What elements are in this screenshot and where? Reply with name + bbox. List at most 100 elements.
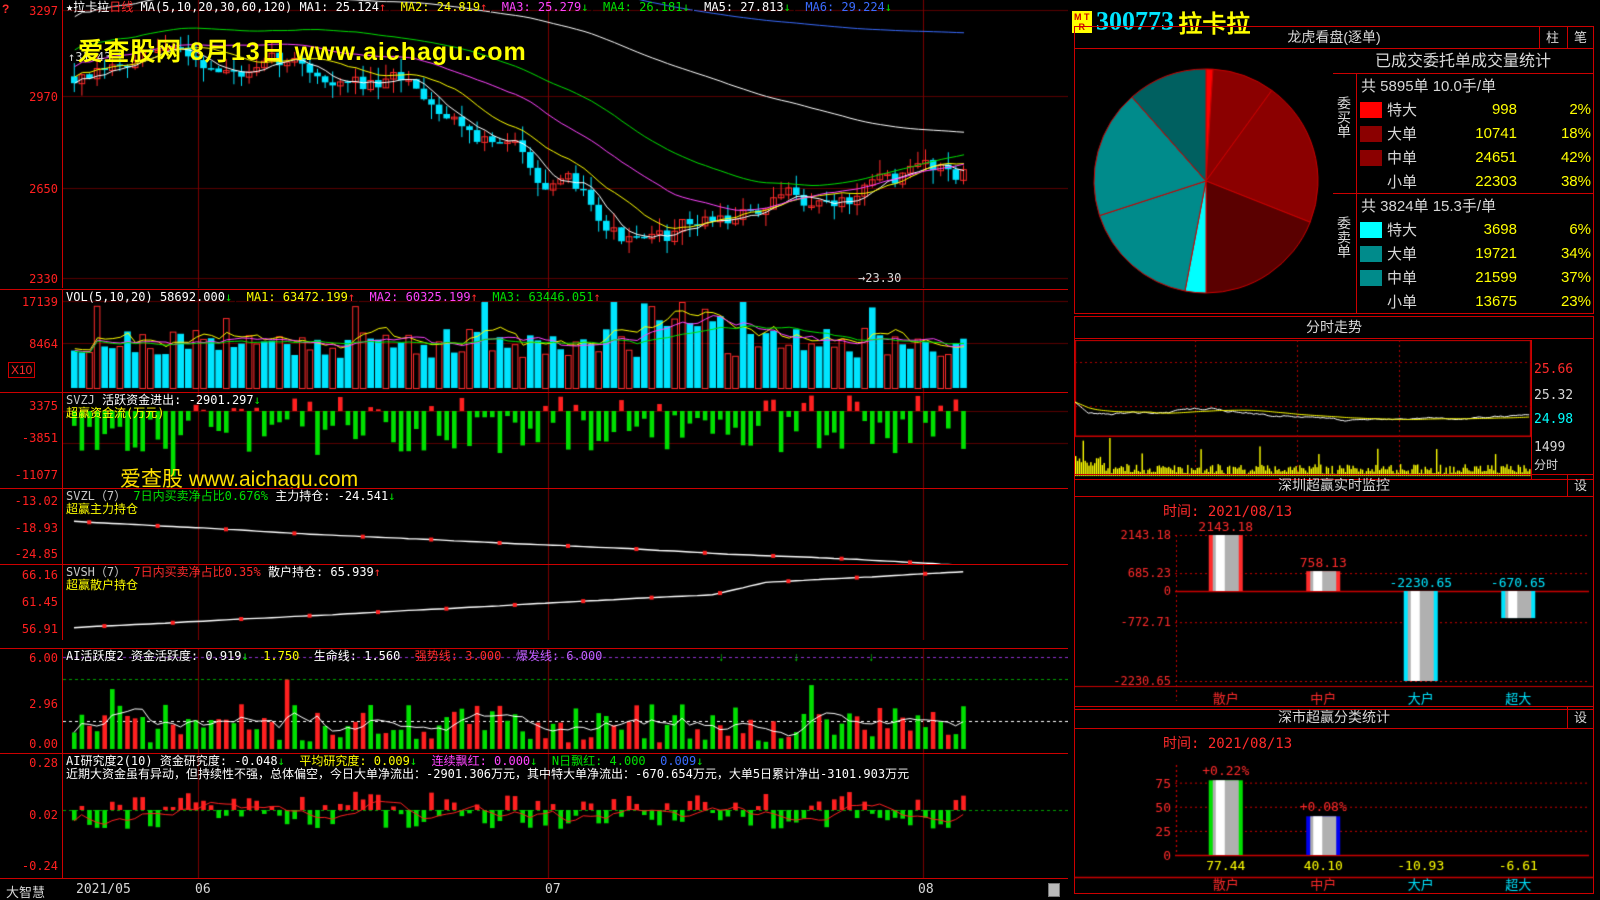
buy-summary: 共 5895单 10.0手/单 [1361,78,1497,95]
longhu-panel[interactable]: 龙虎看盘(逐单) 柱 笔 已成交委托单成交量统计 委买单 共 5895单 10.… [1074,26,1594,314]
period-label: 日线 [109,0,134,14]
sell-pct: 6% [1569,220,1591,238]
svsh-plot-area[interactable] [62,565,1069,640]
sell-rows-table: 特大 3698 6% 大单 19721 34% 中单 21599 37% 小单 … [1357,217,1593,313]
buy-count: 998 [1491,100,1517,118]
vol-ma-values: MA1: 63472.199↑, MA2: 60325.199↑, MA3: 6… [246,290,601,304]
intraday-x-label: 分时 [1534,458,1559,472]
stock-name-label: 拉卡拉 [73,0,110,14]
sell-name: 中单 [1387,269,1418,287]
buy-name: 大单 [1387,125,1418,143]
classify-panel[interactable]: 深市超赢分类统计 设 时间: 2021/08/13 [1074,706,1594,894]
price-axis-2: 2650 [29,182,58,196]
svzj-axis-0: 3375 [29,399,58,413]
svzj-code: SVZJ [66,393,95,407]
lock-icon[interactable] [1048,883,1060,897]
app-name-label: 大智慧 [6,885,46,900]
tick-view-button[interactable]: 笔 [1567,27,1593,49]
buy-row: 大单 10741 18% [1357,121,1593,145]
ma-item-4: MA4: 26.181 [602,0,683,14]
svzj-subtitle: 超赢资金流(万元) [66,406,165,420]
intraday-panel[interactable]: 分时走势 25.66 25.32 24.98 1499 分时 [1074,316,1594,480]
sell-name: 特大 [1387,221,1418,239]
price-annotation-low: →23.30 [858,271,902,285]
classify-title: 深市超赢分类统计 [1278,709,1390,725]
sell-side-label: 委卖单 [1336,216,1352,258]
ai-activity-fields: 资金活跃度: 0.919↓, 1.750, 生命线: 1.560, 强势线: 3… [130,649,610,663]
ma-item-6: MA6: 29.224 [805,0,885,14]
ai-activity-code: AI活跃度2 [66,649,124,663]
price-axis-0: 3297 [29,4,58,18]
svsh-ratio-label: 7日内买卖净占比 [133,565,225,579]
question-icon[interactable]: ? [2,2,10,16]
chart-column: ? ★拉卡拉日线 MA(5,10,20,30,60,120) MA1: 25.1… [0,0,1128,900]
ai-research-field-3: N日飘红: 4.000 [551,754,646,768]
classify-bar-chart [1075,751,1593,893]
classify-settings-button[interactable]: 设 [1567,707,1593,729]
intraday-y-high: 25.66 [1534,362,1574,377]
price-plot-area[interactable] [62,0,1069,288]
price-annotation-high: ↑31.43 [68,50,112,64]
buy-swatch [1360,149,1382,166]
ai-activity-field-3: 强势线: 3.000 [414,649,502,663]
order-stat-title: 已成交委托单成交量统计 [1333,50,1593,74]
buy-swatch [1360,125,1382,142]
stock-code-label: 300773 [1095,6,1174,36]
svsh-panel[interactable]: SVSH（7） 7日内买卖净占比0.35% 散户持仓: 65.939, 超赢散户… [0,564,1069,640]
svzj-header: SVZJ 活跃资金进出: -2901.297, [66,393,268,407]
ai-research-commentary: 近期大资金虽有异动，但持续性不强，总体偏空，今日大单净流出：-2901.306万… [66,767,910,781]
svzl-plot-area[interactable] [62,489,1069,564]
intraday-vol-label: 1499 [1534,440,1566,455]
buy-rows-table: 特大 998 2% 大单 10741 18% 中单 24651 42% 小单 2… [1357,97,1593,193]
svsh-axis-0: 66.16 [21,568,58,582]
vol-ma-2: MA2: 60325.199 [369,290,471,304]
sell-pct: 34% [1560,244,1591,262]
buy-count: 10741 [1475,124,1517,142]
ai-activity-plot-area[interactable] [62,649,1069,753]
vol-ma-3: MA3: 63446.051 [492,290,594,304]
vol-title: VOL(5,10,20) [66,290,153,304]
svzl-hold-value: -24.541 [337,489,389,503]
ai-activity-panel[interactable]: AI活跃度2 资金活跃度: 0.919↓, 1.750, 生命线: 1.560,… [0,648,1069,753]
x-axis-bar: 大智慧 2021/05 06 07 08 [0,878,1068,900]
sell-swatch [1360,245,1382,262]
sell-count: 3698 [1483,220,1517,238]
svzl-axis-1: -18.93 [14,521,58,535]
svsh-header: SVSH（7） 7日内买卖净占比0.35% 散户持仓: 65.939, [66,565,388,579]
x-tick-3: 08 [918,882,934,897]
svsh-hold-value: 65.939 [330,565,374,579]
svzj-plot-area[interactable] [62,393,1069,488]
buy-count: 24651 [1475,148,1517,166]
ma-item-3: MA3: 25.279 [501,0,582,14]
intraday-title: 分时走势 [1306,319,1362,335]
ai-research-plot-area[interactable] [62,754,1069,878]
ai-research-field-1: 平均研究度: 0.009 [299,754,410,768]
sell-row: 中单 21599 37% [1357,265,1593,289]
svzj-panel[interactable]: SVZJ 活跃资金进出: -2901.297, 超赢资金流(万元) 3375 -… [0,392,1069,491]
star-icon: ★ [66,0,74,14]
svzl-panel[interactable]: SVZL（7） 7日内买卖净占比0.676% 主力持仓: -24.541, 超赢… [0,488,1069,564]
ai-activity-header: AI活跃度2 资金活跃度: 0.919↓, 1.750, 生命线: 1.560,… [66,650,610,663]
monitor-time: 时间: 2021/08/13 [1163,504,1293,520]
monitor-panel[interactable]: 深圳超赢实时监控 设 时间: 2021/08/13 [1074,474,1594,710]
ai-research-field-0: 资金研究度: -0.048 [159,754,278,768]
monitor-settings-button[interactable]: 设 [1567,475,1593,497]
price-chart-panel[interactable]: ? ★拉卡拉日线 MA(5,10,20,30,60,120) MA1: 25.1… [0,0,1069,288]
ai-research-panel[interactable]: AI研究度2(10) 资金研究度: -0.048↓, 平均研究度: 0.009↓… [0,753,1069,878]
watermark-main: 爱查股网 8月13日 www.aichagu.com [78,38,527,66]
watermark-sub: 爱查股 www.aichagu.com [120,468,359,491]
svzl-header: SVZL（7） 7日内买卖净占比0.676% 主力持仓: -24.541, [66,489,403,503]
volume-panel[interactable]: VOL(5,10,20) 58692.000, MA1: 63472.199↑,… [0,289,1069,392]
volume-plot-area[interactable] [62,290,1069,392]
sell-pct: 37% [1560,268,1591,286]
svzj-axis-1: -3851 [21,431,58,445]
ai-research-axis-1: 0.02 [29,808,58,822]
intraday-axis: 25.66 25.32 24.98 1499 分时 [1531,340,1593,479]
ma-item-5: MA5: 27.813 [704,0,784,14]
column-view-button[interactable]: 柱 [1539,27,1565,49]
buy-row: 小单 22303 38% [1357,169,1593,193]
buy-swatch [1360,101,1382,118]
ai-activity-field-0: 资金活跃度: 0.919 [130,649,242,663]
intraday-plot-area[interactable] [1075,340,1531,479]
